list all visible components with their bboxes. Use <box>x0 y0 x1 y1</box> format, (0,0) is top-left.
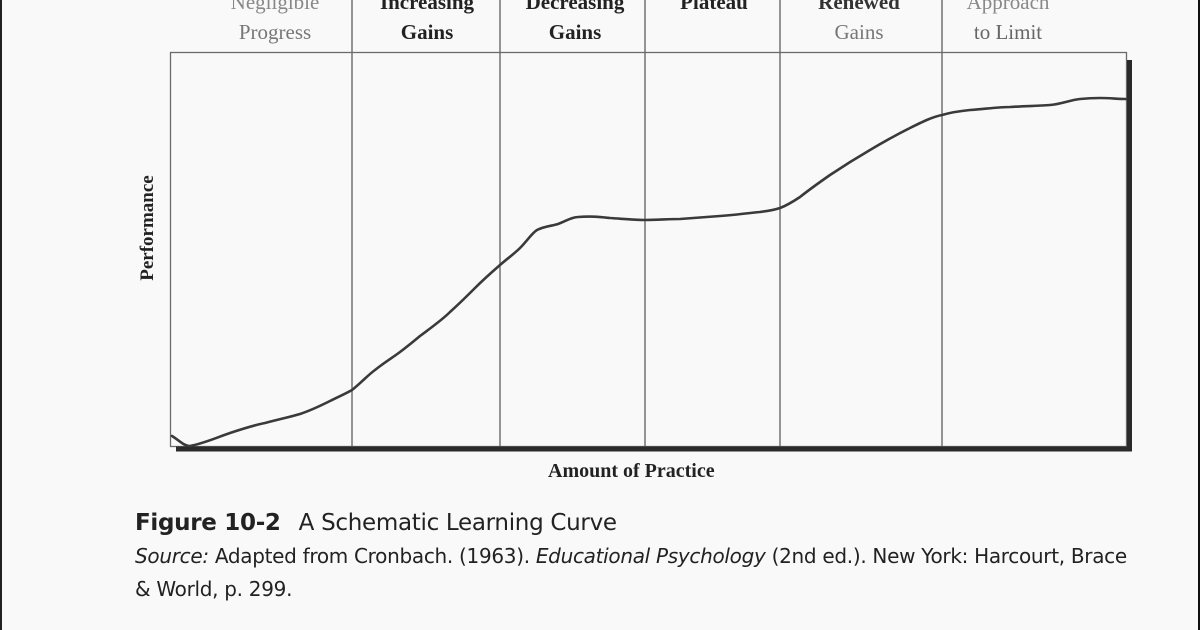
figure-caption: Figure 10-2 A Schematic Learning Curve So… <box>135 506 1145 606</box>
figure-number: Figure 10-2 <box>135 510 281 536</box>
stage-label-line1: Decreasing <box>525 0 625 14</box>
stage-label-line2: Gains <box>400 20 454 44</box>
y-axis-label: Performance <box>137 175 158 281</box>
plot-frame <box>169 51 1128 448</box>
stage-label-line1: Negligible <box>230 0 320 14</box>
stage-label-line1: Renewed <box>818 0 900 14</box>
stage-label-line2: to Limit <box>973 20 1043 44</box>
right-frame-border <box>1198 0 1200 630</box>
caption-source: Source: Adapted from Cronbach. (1963). E… <box>135 540 1145 606</box>
figure-title: A Schematic Learning Curve <box>298 510 617 536</box>
stage-label-renewed-gains: Renewed Gains <box>784 0 934 47</box>
performance-curve <box>170 96 1128 448</box>
stage-label-line1: Approach <box>966 0 1050 14</box>
stage-label-line1: Increasing <box>379 0 475 14</box>
stage-dividers <box>351 0 943 448</box>
stage-label-line2: Gains <box>548 20 602 44</box>
stage-label-plateau: Plateau <box>639 0 789 17</box>
stage-label-line1: Plateau <box>680 0 748 14</box>
source-prefix: Source: <box>135 544 209 568</box>
source-text-1: Adapted from Cronbach. (1963). <box>208 544 536 568</box>
stage-label-line2: Progress <box>238 20 312 44</box>
stage-label-increasing-gains: Increasing Gains <box>352 0 502 47</box>
source-book-title: Educational Psychology <box>535 544 766 568</box>
stage-label-decreasing-gains: Decreasing Gains <box>500 0 650 47</box>
stage-label-negligible-progress: Negligible Progress <box>200 0 350 47</box>
caption-title-line: Figure 10-2 A Schematic Learning Curve <box>135 506 1145 540</box>
stage-label-line2: Gains <box>834 20 884 44</box>
stage-label-approach-to-limit: Approach to Limit <box>933 0 1083 47</box>
x-axis-label: Amount of Practice <box>548 460 715 482</box>
left-frame-border <box>0 0 2 630</box>
source-text-2: (2nd ed.). New York: Harcourt, Brace & W… <box>135 544 1127 601</box>
